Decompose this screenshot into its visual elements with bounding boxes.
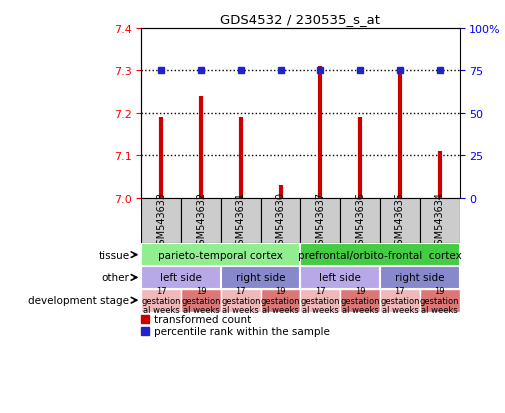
Bar — [420, 198, 460, 244]
Bar — [141, 198, 181, 244]
Text: percentile rank within the sample: percentile rank within the sample — [154, 326, 330, 336]
Bar — [221, 266, 300, 289]
Bar — [221, 198, 261, 244]
Text: development stage: development stage — [28, 295, 129, 306]
Bar — [300, 266, 380, 289]
Text: other: other — [102, 273, 129, 283]
Bar — [380, 198, 420, 244]
Bar — [261, 289, 300, 312]
Bar — [380, 289, 420, 312]
Text: 17
gestation
al weeks: 17 gestation al weeks — [300, 286, 340, 315]
Text: left side: left side — [319, 273, 361, 283]
Text: prefrontal/orbito-frontal  cortex: prefrontal/orbito-frontal cortex — [298, 250, 462, 260]
Text: GSM543633: GSM543633 — [156, 192, 166, 250]
Bar — [300, 198, 340, 244]
Text: GSM543636: GSM543636 — [355, 192, 365, 250]
Text: GSM543632: GSM543632 — [196, 192, 206, 250]
Text: 19
gestation
al weeks: 19 gestation al weeks — [340, 286, 380, 315]
Bar — [340, 198, 380, 244]
Bar — [340, 289, 380, 312]
Text: 19
gestation
al weeks: 19 gestation al weeks — [420, 286, 460, 315]
Text: parieto-temporal cortex: parieto-temporal cortex — [159, 250, 283, 260]
Bar — [300, 289, 340, 312]
Bar — [261, 198, 300, 244]
Text: GSM543634: GSM543634 — [435, 192, 445, 250]
Text: right side: right side — [236, 273, 285, 283]
Text: GSM543630: GSM543630 — [276, 192, 286, 250]
Text: GSM543631: GSM543631 — [236, 192, 246, 250]
Bar — [181, 198, 221, 244]
Text: 17
gestation
al weeks: 17 gestation al weeks — [221, 286, 261, 315]
Bar — [420, 289, 460, 312]
Text: GSM543637: GSM543637 — [315, 192, 325, 250]
Text: 19
gestation
al weeks: 19 gestation al weeks — [181, 286, 221, 315]
Text: GSM543635: GSM543635 — [395, 192, 405, 250]
Text: left side: left side — [160, 273, 202, 283]
Bar — [141, 289, 181, 312]
Bar — [141, 266, 221, 289]
Text: tissue: tissue — [98, 250, 129, 260]
Text: 17
gestation
al weeks: 17 gestation al weeks — [380, 286, 420, 315]
Bar — [300, 244, 460, 266]
Text: right side: right side — [395, 273, 444, 283]
Title: GDS4532 / 230535_s_at: GDS4532 / 230535_s_at — [221, 13, 380, 26]
Text: 19
gestation
al weeks: 19 gestation al weeks — [261, 286, 300, 315]
Bar — [221, 289, 261, 312]
Bar — [181, 289, 221, 312]
Bar — [141, 244, 300, 266]
Bar — [380, 266, 460, 289]
Text: transformed count: transformed count — [154, 314, 251, 324]
Text: 17
gestation
al weeks: 17 gestation al weeks — [141, 286, 181, 315]
